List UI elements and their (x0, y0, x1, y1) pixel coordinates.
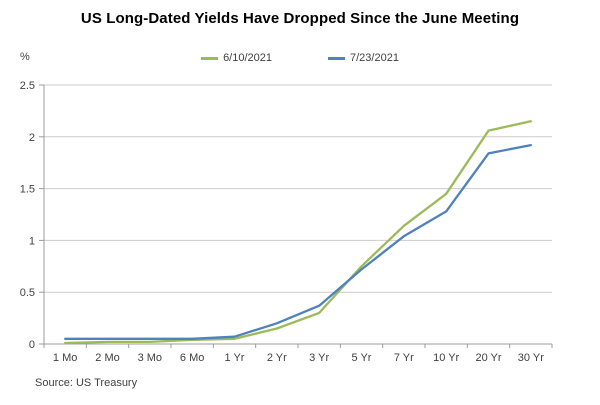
x-tick-label: 5 Yr (352, 352, 372, 364)
x-tick-label: 30 Yr (518, 352, 544, 364)
legend-swatch-green-line (201, 56, 219, 60)
y-tick-label: 0 (29, 339, 35, 351)
x-tick-label: 20 Yr (475, 352, 501, 364)
x-tick-label: 1 Mo (53, 352, 77, 364)
y-tick-label: 1.5 (20, 184, 35, 196)
legend-label-7-23-2021: 7/23/2021 (350, 52, 399, 64)
x-tick-label: 6 Mo (180, 352, 204, 364)
y-tick-label: 2 (29, 132, 35, 144)
x-tick-label: 3 Mo (138, 352, 162, 364)
x-tick-label: 1 Yr (225, 352, 245, 364)
legend-item-7-23-2021: 7/23/2021 (328, 52, 399, 64)
series-line-7-23-2021 (64, 143, 532, 340)
y-tick-label: 0.5 (20, 287, 35, 299)
x-tick-label: 3 Yr (309, 352, 329, 364)
x-tick-label: 2 Mo (95, 352, 119, 364)
legend-swatch-blue-line (328, 56, 345, 60)
legend: 6/10/2021 7/23/2021 (0, 52, 600, 64)
series-line-6-10-2021 (64, 120, 532, 345)
y-tick-label: 1 (29, 235, 35, 247)
x-tick-label: 7 Yr (394, 352, 414, 364)
y-axis-unit-label: % (20, 51, 30, 63)
legend-item-6-10-2021: 6/10/2021 (201, 52, 272, 64)
x-tick-label: 2 Yr (267, 352, 287, 364)
y-tick-label: 2.5 (20, 80, 35, 92)
source-text: Source: US Treasury (35, 377, 138, 389)
x-tick-label: 10 Yr (433, 352, 459, 364)
chart-title: US Long-Dated Yields Have Dropped Since … (80, 10, 520, 27)
legend-label-6-10-2021: 6/10/2021 (223, 52, 272, 64)
